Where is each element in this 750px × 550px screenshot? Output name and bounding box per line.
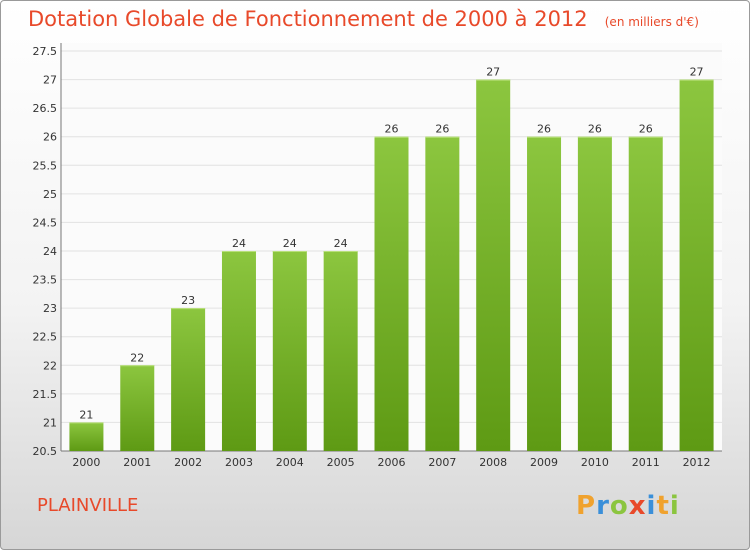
logo-letter: P: [576, 491, 597, 521]
data-label: 26: [537, 123, 551, 136]
bar: [323, 251, 358, 451]
y-tick-label: 22: [43, 359, 57, 372]
data-label: 26: [588, 123, 602, 136]
data-label: 23: [181, 294, 195, 307]
y-tick-label: 21.5: [33, 388, 58, 401]
y-tick-label: 22.5: [33, 331, 58, 344]
data-label: 26: [435, 123, 449, 136]
bar: [171, 308, 206, 451]
data-label: 24: [232, 237, 246, 250]
x-tick-label: 2000: [72, 456, 100, 469]
bar: [476, 79, 511, 452]
title-unit: (en milliers d'€): [604, 15, 699, 29]
x-tick-label: 2005: [327, 456, 355, 469]
y-tick-label: 24: [43, 245, 57, 258]
y-tick-label: 26: [43, 131, 57, 144]
data-label: 21: [79, 408, 93, 421]
x-tick-label: 2008: [479, 456, 507, 469]
commune-name: PLAINVILLE: [37, 495, 139, 516]
logo-letter: i: [646, 491, 657, 521]
x-tick-label: 2011: [632, 456, 660, 469]
x-tick-label: 2003: [225, 456, 253, 469]
bar: [679, 79, 714, 452]
data-label: 22: [130, 351, 144, 364]
bar: [221, 251, 256, 451]
y-tick-label: 27.5: [33, 45, 58, 58]
data-label: 26: [385, 123, 399, 136]
logo-letter: o: [609, 491, 629, 521]
data-label: 24: [283, 237, 297, 250]
data-label: 26: [639, 123, 653, 136]
y-tick-label: 20.5: [33, 445, 58, 458]
y-tick-label: 25: [43, 188, 57, 201]
bar: [527, 136, 562, 451]
logo-letter: x: [628, 491, 647, 521]
y-tick-label: 25.5: [33, 159, 58, 172]
x-tick-label: 2007: [428, 456, 456, 469]
title-main: Dotation Globale de Fonctionnement de 20…: [28, 7, 588, 31]
bar: [425, 136, 460, 451]
logo-letter: i: [669, 491, 680, 521]
logo-letter: t: [656, 491, 670, 521]
bar: [272, 251, 307, 451]
bar: [577, 136, 612, 451]
x-tick-label: 2002: [174, 456, 202, 469]
bar: [120, 365, 155, 451]
x-tick-label: 2006: [378, 456, 406, 469]
proxiti-logo: Proxiti: [576, 491, 680, 521]
bar: [628, 136, 663, 451]
chart-title: Dotation Globale de Fonctionnement de 20…: [28, 7, 699, 31]
bar: [374, 136, 409, 451]
data-label: 27: [486, 66, 500, 79]
x-tick-label: 2004: [276, 456, 304, 469]
y-tick-label: 24.5: [33, 216, 58, 229]
logo-letter: r: [596, 491, 610, 521]
data-label: 24: [334, 237, 348, 250]
x-tick-label: 2001: [123, 456, 151, 469]
bar: [69, 422, 104, 451]
y-tick-label: 26.5: [33, 102, 58, 115]
x-tick-label: 2012: [683, 456, 711, 469]
data-label: 27: [690, 66, 704, 79]
x-tick-label: 2010: [581, 456, 609, 469]
y-tick-label: 27: [43, 74, 57, 87]
x-tick-label: 2009: [530, 456, 558, 469]
y-tick-label: 23.5: [33, 274, 58, 287]
y-tick-label: 21: [43, 416, 57, 429]
y-tick-label: 23: [43, 302, 57, 315]
